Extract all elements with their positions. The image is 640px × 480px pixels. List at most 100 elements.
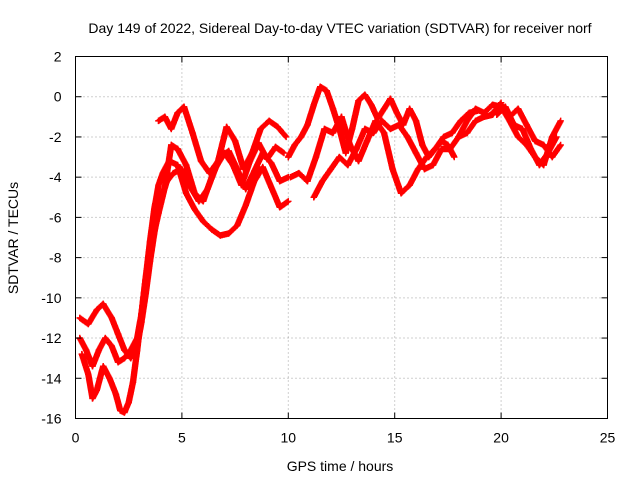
data-point [319,177,326,185]
data-point [406,105,413,112]
data-point [404,133,411,141]
data-point [142,274,149,281]
data-point [304,121,311,129]
data-point [121,354,128,362]
data-point [214,157,222,165]
data-point [189,129,196,137]
data-point [312,153,320,161]
data-point [106,375,113,382]
data-point [114,330,122,338]
data-point [353,145,360,153]
data-point [431,145,439,153]
y-tick-label: -2 [49,129,62,145]
data-point [127,346,135,354]
data-point [327,165,335,173]
y-tick-label: 2 [54,49,62,65]
data-point [355,97,362,104]
data-point [423,153,430,161]
data-point [114,358,122,366]
y-tick-label: -16 [41,411,61,427]
data-point [85,371,92,378]
data-point [493,111,501,119]
data-point [259,149,266,157]
data-point [310,194,318,201]
data-point [519,125,526,133]
data-point [272,143,279,151]
data-point [338,113,345,121]
data-point [240,165,247,173]
data-point [76,314,83,322]
data-point [182,190,190,197]
data-point [348,125,356,133]
data-point [82,346,90,354]
data-point [355,157,362,165]
data-point [234,165,241,173]
data-point [108,342,115,350]
data-point [121,409,128,416]
data-point [310,101,318,108]
series-satellite-track-10 [493,103,560,169]
data-point [108,314,115,322]
data-point [387,95,394,102]
data-point [268,159,275,167]
data-point [242,202,249,209]
data-point [304,177,311,185]
data-point [208,226,215,233]
data-point [174,161,181,169]
data-point [182,161,190,169]
x-tick-label: 15 [387,430,403,446]
data-point [168,141,175,149]
data-point [161,113,169,121]
data-series [76,83,564,416]
y-tick-label: -14 [41,370,61,386]
axis-ticks: 0 5 10 15 20 25 -16 -14 -12 -10 -8 -6 -4 -2 0 2 [41,49,615,446]
data-point [174,109,181,117]
data-point [155,210,162,217]
data-point [265,117,273,125]
data-point [89,395,96,402]
data-point [336,153,343,161]
data-point [438,145,445,153]
data-point [361,91,369,98]
data-point [406,182,413,189]
data-point [257,125,264,133]
data-point [93,306,100,314]
data-point [155,182,162,189]
data-point [276,177,283,185]
data-point [457,117,464,125]
data-point [380,105,388,112]
data-point [429,161,437,169]
data-point [234,222,241,229]
series-satellite-track-7 [310,99,505,201]
data-point [295,169,303,177]
data-point [89,363,96,370]
data-point [199,198,207,205]
data-point [472,105,479,112]
data-point [161,184,169,191]
data-point [389,165,396,173]
y-tick-label: -10 [41,290,61,306]
y-axis-label: SDTVAR / TECUs [5,182,21,294]
data-point [85,320,92,328]
data-point [393,109,401,117]
data-point-plus-markers [348,98,362,133]
data-point [527,145,535,153]
data-point [346,141,354,149]
plot-frame [75,56,608,419]
x-axis-label: GPS time / hours [287,458,394,474]
data-point [191,190,198,197]
data-point [514,133,522,141]
data-point [489,101,496,108]
series-satellite-track-5 [285,83,458,161]
series-satellite-track-2 [76,157,292,370]
data-point [95,346,103,354]
x-tick-label: 10 [281,430,297,446]
data-point [148,238,156,245]
data-point [134,346,141,354]
x-tick-label: 25 [600,430,616,446]
chart-title: Day 149 of 2022, Sidereal Day-to-day VTE… [88,20,591,36]
data-point [329,129,337,137]
data-point [259,163,266,171]
data-point [372,117,379,125]
data-point [370,129,377,137]
